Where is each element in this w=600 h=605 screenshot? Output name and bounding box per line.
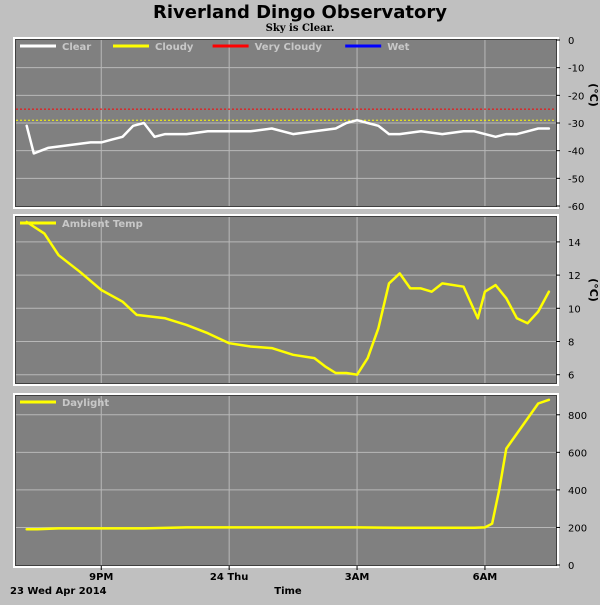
y-tick-label: 6 xyxy=(568,371,574,382)
y-tick-label: 14 xyxy=(568,238,581,249)
series-line xyxy=(25,118,551,155)
y-tick-label: -50 xyxy=(568,174,584,185)
y-tick-label: -10 xyxy=(568,64,584,75)
y-tick-label: 8 xyxy=(568,338,574,349)
page-title: Riverland Dingo Observatory xyxy=(153,2,447,23)
x-tick-label: 6AM xyxy=(473,572,498,583)
legend-label: Clear xyxy=(62,42,91,53)
legend-label: Ambient Temp xyxy=(62,219,143,230)
unit-label: (°C) xyxy=(587,278,600,302)
y-tick-label: 800 xyxy=(568,411,587,422)
ambient-temp-panel: 6 8 10 12 14 (°C) Ambient Temp xyxy=(13,214,600,386)
legend-label: Wet xyxy=(387,42,409,53)
x-tick-label: 3AM xyxy=(345,572,370,583)
y-tick-label: -40 xyxy=(568,147,584,158)
x-tick-label: 9PM xyxy=(89,572,113,583)
legend-label: Very Cloudy xyxy=(255,42,323,53)
plot-area xyxy=(16,396,556,565)
y-tick-label: 600 xyxy=(568,448,587,459)
x-tick-label: 24 Thu xyxy=(210,572,248,583)
time-axis-label: Time xyxy=(274,586,302,597)
y-tick-label: 0 xyxy=(568,561,574,572)
y-tick-label: 10 xyxy=(568,304,581,315)
legend-label: Daylight xyxy=(62,398,109,409)
y-tick-label: 200 xyxy=(568,523,587,534)
y-tick-label: 12 xyxy=(568,271,581,282)
y-tick-label: 400 xyxy=(568,486,587,497)
unit-label: (°C) xyxy=(587,83,600,107)
y-tick-label: 0 xyxy=(568,36,574,47)
y-tick-label: -60 xyxy=(568,202,584,213)
date-label: 23 Wed Apr 2014 xyxy=(10,586,107,597)
series-line xyxy=(25,398,551,531)
plot-area xyxy=(16,217,556,383)
sky-status: Sky is Clear. xyxy=(266,23,335,34)
y-tick-label: -30 xyxy=(568,119,584,130)
daylight-panel: 0 200 400 600 800 Daylight xyxy=(13,393,587,572)
y-tick-label: -20 xyxy=(568,91,584,102)
time-axis: 9PM 24 Thu 3AM 6AM xyxy=(89,566,497,583)
series-line xyxy=(25,220,551,376)
legend-label: Cloudy xyxy=(155,42,194,53)
cloud-panel: 0 -10 -20 -30 -40 -50 -60 (°C) Clear Cloudy Very C… xyxy=(13,36,600,213)
